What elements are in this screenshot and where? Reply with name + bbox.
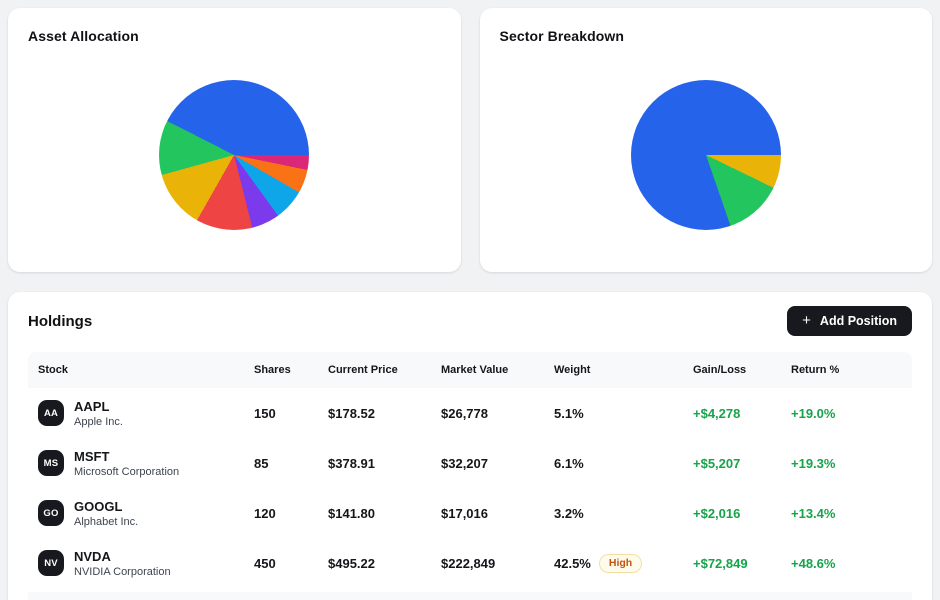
column-header-stock: Stock (38, 364, 68, 376)
avatar: NV (38, 550, 64, 576)
charts-row: Asset Allocation Sector Breakdown (8, 8, 932, 272)
holdings-card: Holdings + Add Position Stock Shares Cur… (8, 292, 932, 600)
table-header-row: Stock Shares Current Price Market Value … (28, 352, 912, 388)
table-row-aapl[interactable]: AA AAPL Apple Inc. 150 $178.52 $26,778 5… (28, 388, 912, 438)
sector-breakdown-pie-chart[interactable] (630, 80, 781, 230)
avatar: AA (38, 400, 64, 426)
return-value: +48.6% (791, 555, 836, 571)
market-value: $26,778 (441, 405, 488, 421)
add-position-button[interactable]: + Add Position (787, 306, 912, 336)
column-header-weight: Weight (554, 364, 591, 376)
gain-loss-value: +$4,278 (693, 405, 741, 421)
next-row-clipped (28, 592, 912, 600)
plus-icon: + (802, 311, 811, 329)
weight-value: 5.1% (554, 405, 584, 421)
sector-breakdown-card: Sector Breakdown (479, 8, 932, 272)
asset-allocation-pie-chart[interactable] (159, 80, 310, 230)
company-name: Apple Inc. (74, 415, 123, 428)
holdings-header: Holdings + Add Position (8, 292, 932, 336)
weight-badge: High (598, 553, 643, 573)
market-value: $17,016 (441, 505, 488, 521)
ticker: GOOGL (74, 498, 123, 514)
gain-loss-value: +$5,207 (693, 455, 741, 471)
column-header-current-price: Current Price (328, 364, 398, 376)
shares-value: 85 (254, 455, 269, 471)
holdings-title: Holdings (28, 312, 93, 330)
stock-cell: AA AAPL Apple Inc. (38, 399, 254, 428)
current-price-value: $495.22 (328, 555, 375, 571)
company-name: Microsoft Corporation (74, 465, 180, 478)
table-row-msft[interactable]: MS MSFT Microsoft Corporation 85 $378.91… (28, 438, 912, 488)
shares-value: 450 (254, 555, 276, 571)
asset-allocation-card: Asset Allocation (8, 8, 461, 272)
company-name: Alphabet Inc. (74, 515, 139, 528)
stock-cell: GO GOOGL Alphabet Inc. (38, 499, 254, 528)
current-price-value: $178.52 (328, 405, 375, 421)
weight-value: 6.1% (554, 455, 584, 471)
sector-breakdown-pie-wrap (500, 44, 913, 230)
table-row-nvda[interactable]: NV NVDA NVIDIA Corporation 450 $495.22 $… (28, 538, 912, 588)
market-value: $222,849 (441, 555, 496, 571)
shares-value: 120 (254, 505, 276, 521)
gain-loss-value: +$72,849 (693, 555, 748, 571)
column-header-gain-loss: Gain/Loss (693, 364, 747, 376)
gain-loss-value: +$2,016 (693, 505, 741, 521)
ticker: AAPL (74, 398, 110, 414)
stock-cell: MS MSFT Microsoft Corporation (38, 449, 254, 478)
column-header-return: Return % (791, 364, 840, 376)
column-header-shares: Shares (254, 364, 291, 376)
current-price-value: $378.91 (328, 455, 375, 471)
asset-allocation-pie-wrap (28, 44, 441, 230)
add-position-label: Add Position (819, 314, 897, 328)
current-price-value: $141.80 (328, 505, 375, 521)
ticker: MSFT (74, 448, 110, 464)
column-header-market-value: Market Value (441, 364, 509, 376)
sector-breakdown-title: Sector Breakdown (499, 28, 625, 44)
weight-value: 3.2% (554, 505, 584, 521)
market-value: $32,207 (441, 455, 488, 471)
weight-value: 42.5% (554, 555, 591, 571)
avatar: GO (38, 500, 64, 526)
ticker: NVDA (74, 548, 111, 564)
company-name: NVIDIA Corporation (74, 565, 171, 578)
asset-allocation-title: Asset Allocation (28, 28, 139, 44)
return-value: +13.4% (791, 505, 836, 521)
holdings-table: Stock Shares Current Price Market Value … (28, 352, 912, 600)
return-value: +19.0% (791, 405, 836, 421)
avatar: MS (38, 450, 64, 476)
stock-cell: NV NVDA NVIDIA Corporation (38, 549, 254, 578)
shares-value: 150 (254, 405, 276, 421)
return-value: +19.3% (791, 455, 836, 471)
table-row-googl[interactable]: GO GOOGL Alphabet Inc. 120 $141.80 $17,0… (28, 488, 912, 538)
